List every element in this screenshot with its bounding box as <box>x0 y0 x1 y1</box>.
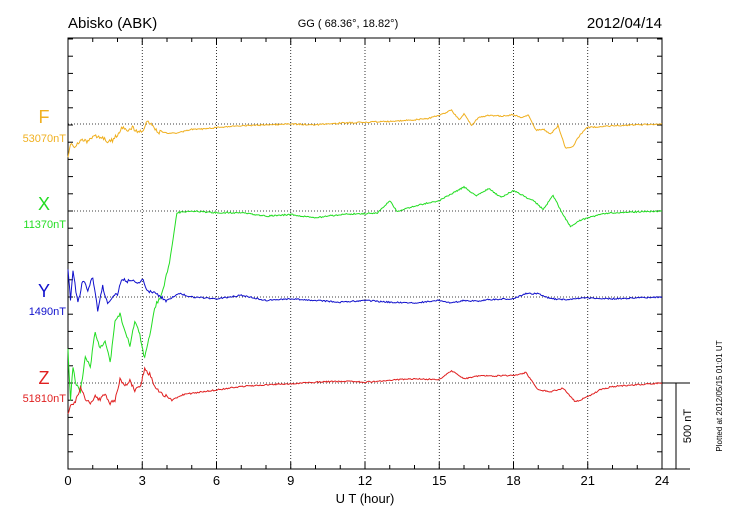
series-line-x <box>67 185 663 401</box>
axis-ticks <box>67 38 663 470</box>
series-line-z <box>67 366 663 414</box>
series-name-z: Z <box>39 368 50 388</box>
scale-bar-label: 500 nT <box>682 409 694 444</box>
plot-date: 2012/04/14 <box>587 15 662 32</box>
station-title: Abisko (ABK) <box>68 15 157 32</box>
x-tick-label: 3 <box>139 473 146 488</box>
grid-lines <box>68 38 662 469</box>
x-tick-label: 6 <box>213 473 220 488</box>
series-line-f <box>67 109 663 158</box>
x-tick-label: 0 <box>64 473 71 488</box>
series-name-f: F <box>39 107 50 127</box>
series-name-x: X <box>38 194 50 214</box>
x-tick-label: 9 <box>287 473 294 488</box>
x-tick-label: 18 <box>506 473 520 488</box>
series-lines <box>67 109 663 414</box>
x-tick-labels: 0 3 6 9 12 15 18 21 24 <box>64 473 669 488</box>
series-baseline-y: 1490nT <box>29 306 67 318</box>
x-tick-label: 24 <box>655 473 669 488</box>
series-baseline-z: 51810nT <box>23 393 67 405</box>
geo-coords: GG ( 68.36°, 18.82°) <box>298 18 399 30</box>
series-labels: F 53070nT X 11370nT Y 1490nT Z 51810nT <box>23 107 67 405</box>
series-baseline-x: 11370nT <box>23 219 66 231</box>
x-tick-label: 12 <box>358 473 372 488</box>
series-baseline-f: 53070nT <box>23 133 67 145</box>
plotted-note: Plotted at 2012/05/15 01:01 UT <box>715 340 724 451</box>
x-axis-label: U T (hour) <box>336 491 395 506</box>
scale-bar: 500 nT <box>662 382 694 470</box>
x-tick-label: 15 <box>432 473 446 488</box>
series-line-y <box>67 269 663 312</box>
x-tick-label: 21 <box>581 473 595 488</box>
series-name-y: Y <box>38 281 50 301</box>
